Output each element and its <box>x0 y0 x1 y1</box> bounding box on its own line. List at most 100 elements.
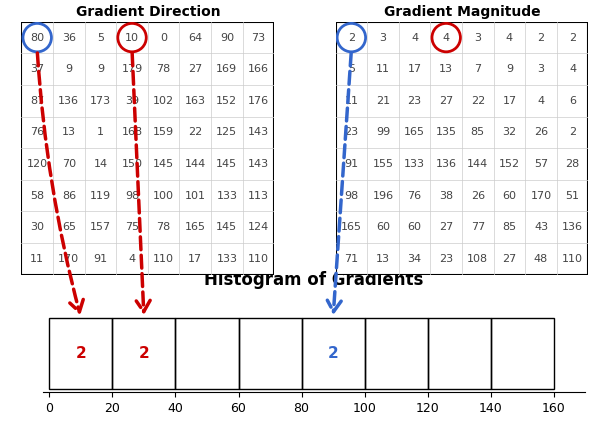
Title: Histogram of Gradients: Histogram of Gradients <box>205 271 424 290</box>
Text: 143: 143 <box>248 127 269 137</box>
Text: 30: 30 <box>30 222 44 232</box>
Text: 9: 9 <box>65 64 72 74</box>
Text: 163: 163 <box>185 96 206 106</box>
Text: 165: 165 <box>185 222 206 232</box>
Text: 113: 113 <box>248 191 269 201</box>
Text: 5: 5 <box>97 33 104 43</box>
Text: 170: 170 <box>59 254 79 264</box>
Text: 136: 136 <box>562 222 583 232</box>
Text: 4: 4 <box>443 33 450 43</box>
Text: 136: 136 <box>59 96 79 106</box>
Text: 17: 17 <box>408 64 421 74</box>
Text: 136: 136 <box>436 159 456 169</box>
Text: 0: 0 <box>160 33 167 43</box>
Text: 5: 5 <box>348 64 355 74</box>
Text: 75: 75 <box>125 222 139 232</box>
Text: 28: 28 <box>565 159 580 169</box>
Bar <box>113 318 176 389</box>
Text: 91: 91 <box>344 159 359 169</box>
Text: 23: 23 <box>439 254 453 264</box>
Text: 152: 152 <box>216 96 237 106</box>
Text: 27: 27 <box>502 254 517 264</box>
Text: 102: 102 <box>153 96 174 106</box>
Text: 157: 157 <box>90 222 111 232</box>
Text: 165: 165 <box>404 127 425 137</box>
Text: 108: 108 <box>468 254 488 264</box>
Text: 78: 78 <box>156 64 171 74</box>
Text: 21: 21 <box>376 96 390 106</box>
Text: 2: 2 <box>348 33 355 43</box>
Text: 150: 150 <box>121 159 142 169</box>
Text: 2: 2 <box>139 346 149 361</box>
Bar <box>428 318 491 389</box>
Title: Gradient Magnitude: Gradient Magnitude <box>384 5 540 19</box>
Text: 133: 133 <box>216 254 237 264</box>
Text: 13: 13 <box>376 254 390 264</box>
Text: 85: 85 <box>503 222 516 232</box>
Text: 9: 9 <box>97 64 104 74</box>
Text: 27: 27 <box>439 96 453 106</box>
Text: 145: 145 <box>153 159 174 169</box>
Text: 2: 2 <box>76 346 86 361</box>
Bar <box>238 318 302 389</box>
Text: 11: 11 <box>376 64 390 74</box>
Text: 39: 39 <box>125 96 139 106</box>
Text: 1: 1 <box>97 127 104 137</box>
Text: 80: 80 <box>30 33 44 43</box>
Text: 144: 144 <box>185 159 206 169</box>
Text: 37: 37 <box>30 64 44 74</box>
Text: 168: 168 <box>121 127 142 137</box>
Bar <box>49 318 113 389</box>
Text: 145: 145 <box>216 222 237 232</box>
Text: 6: 6 <box>569 96 576 106</box>
Text: 86: 86 <box>62 191 76 201</box>
Text: 27: 27 <box>439 222 453 232</box>
Text: 124: 124 <box>248 222 269 232</box>
Bar <box>491 318 554 389</box>
Text: 13: 13 <box>439 64 453 74</box>
Text: 4: 4 <box>129 254 136 264</box>
Text: 99: 99 <box>376 127 390 137</box>
Title: Gradient Direction: Gradient Direction <box>76 5 220 19</box>
Text: 73: 73 <box>251 33 265 43</box>
Text: 43: 43 <box>534 222 548 232</box>
Text: 3: 3 <box>379 33 386 43</box>
Text: 169: 169 <box>216 64 237 74</box>
Text: 60: 60 <box>503 191 516 201</box>
Text: 110: 110 <box>562 254 583 264</box>
Text: 36: 36 <box>62 33 76 43</box>
Text: 22: 22 <box>188 127 203 137</box>
Text: 58: 58 <box>30 191 44 201</box>
Text: 4: 4 <box>411 33 418 43</box>
Text: 166: 166 <box>248 64 269 74</box>
Text: 170: 170 <box>530 191 551 201</box>
Text: 60: 60 <box>408 222 421 232</box>
Text: 155: 155 <box>373 159 394 169</box>
Text: 133: 133 <box>216 191 237 201</box>
Text: 3: 3 <box>474 33 481 43</box>
Text: 26: 26 <box>471 191 485 201</box>
Text: 7: 7 <box>474 64 481 74</box>
Bar <box>365 318 428 389</box>
Text: 51: 51 <box>565 191 580 201</box>
Text: 196: 196 <box>373 191 394 201</box>
Text: 4: 4 <box>538 96 545 106</box>
Text: 143: 143 <box>248 159 269 169</box>
Text: 11: 11 <box>344 96 359 106</box>
Text: 48: 48 <box>534 254 548 264</box>
Text: 98: 98 <box>344 191 359 201</box>
Text: 145: 145 <box>216 159 237 169</box>
Text: 60: 60 <box>376 222 390 232</box>
Text: 70: 70 <box>62 159 76 169</box>
Text: 76: 76 <box>408 191 421 201</box>
Text: 23: 23 <box>344 127 359 137</box>
Bar <box>302 318 365 389</box>
Text: 13: 13 <box>62 127 76 137</box>
Text: 34: 34 <box>408 254 421 264</box>
Text: 152: 152 <box>499 159 520 169</box>
Text: 125: 125 <box>216 127 237 137</box>
Text: 2: 2 <box>569 127 576 137</box>
Text: 23: 23 <box>408 96 421 106</box>
Text: 176: 176 <box>248 96 269 106</box>
Text: 119: 119 <box>90 191 111 201</box>
